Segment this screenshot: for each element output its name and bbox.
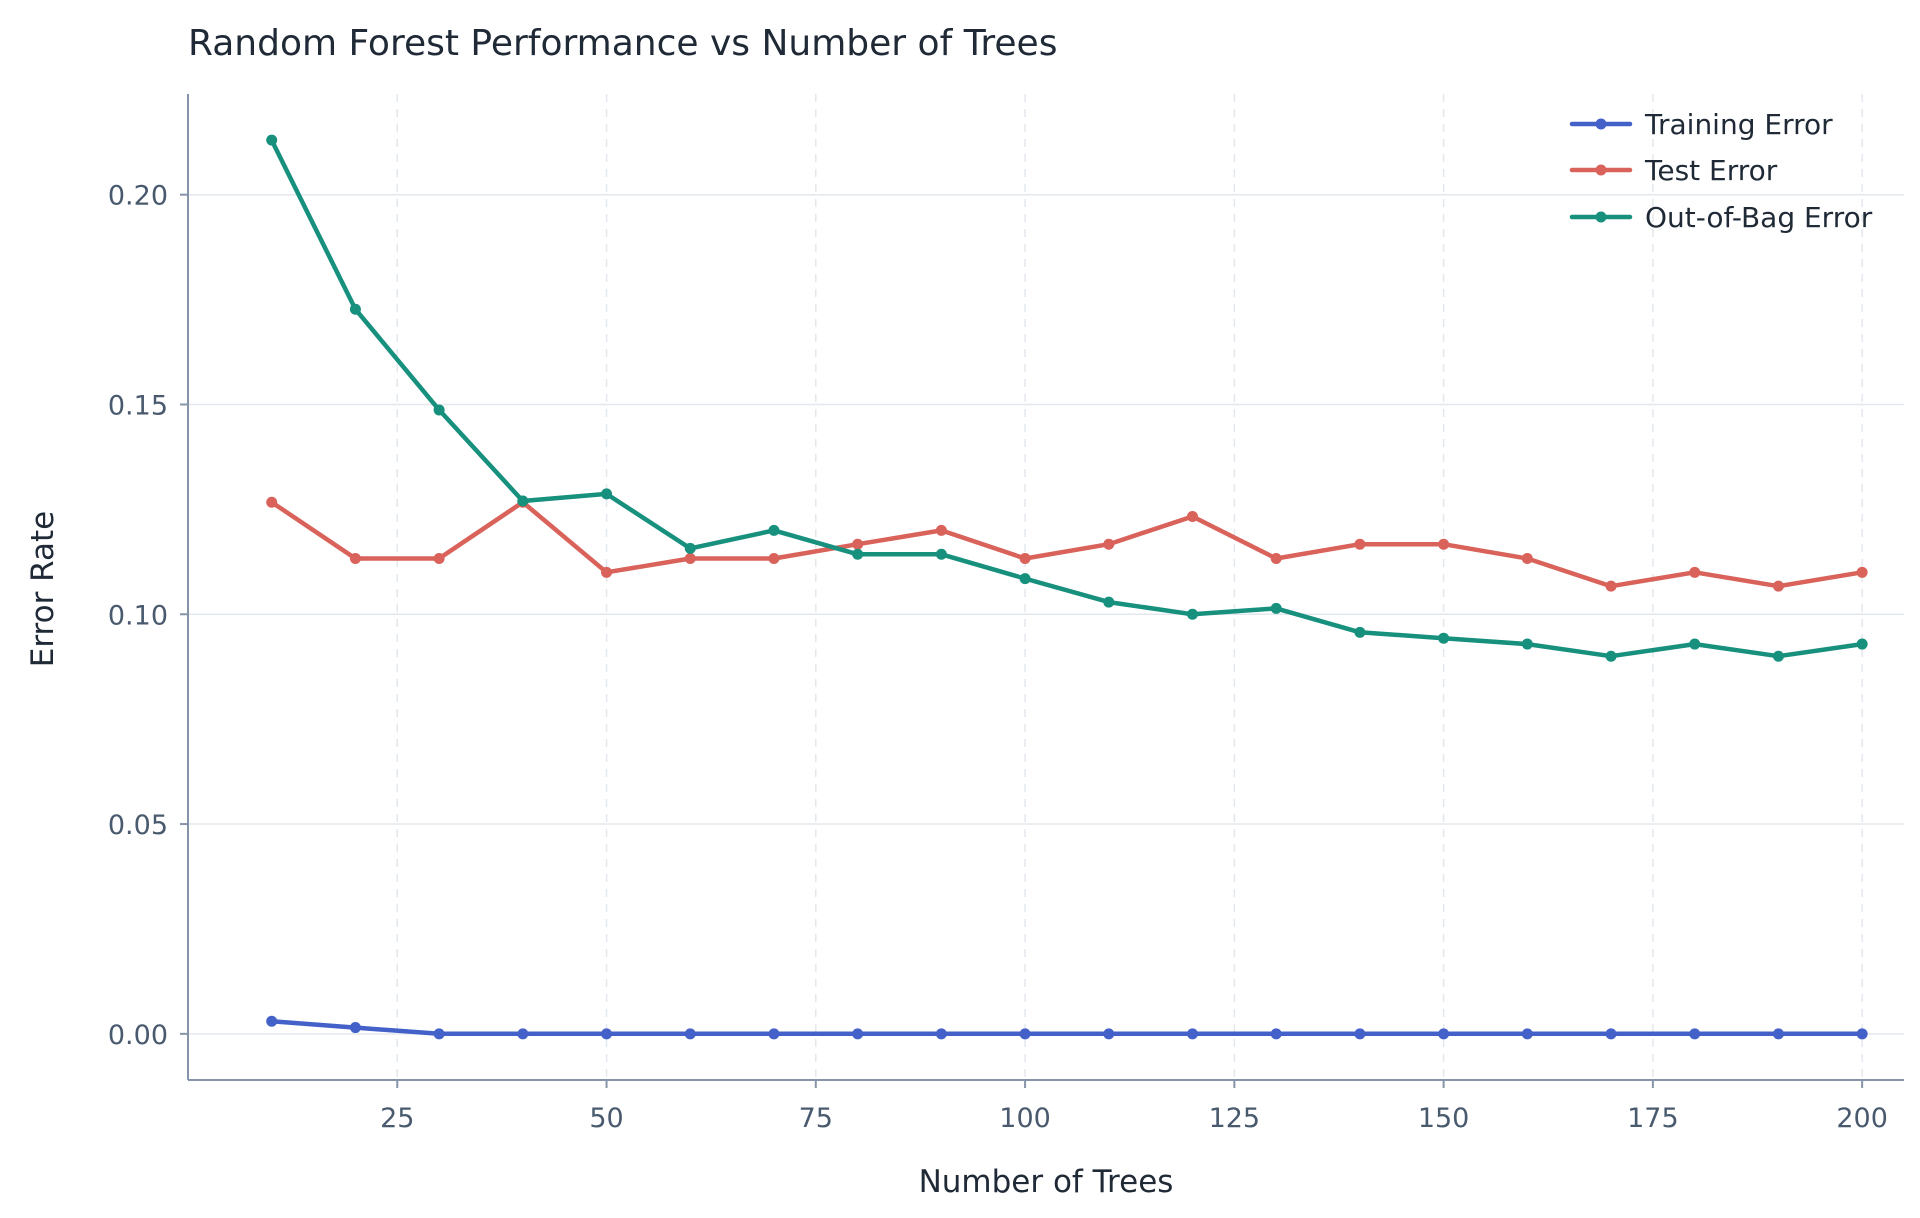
test-error-point bbox=[1103, 538, 1115, 550]
gridlines bbox=[188, 94, 1904, 1080]
training-error-point bbox=[768, 1028, 780, 1040]
data-series bbox=[266, 134, 1868, 1040]
x-tick-label: 200 bbox=[1836, 1103, 1888, 1134]
test-error-point bbox=[768, 552, 780, 564]
x-axis-label: Number of Trees bbox=[919, 1164, 1174, 1200]
x-tick-label: 50 bbox=[589, 1103, 623, 1134]
out-of-bag-error-point bbox=[768, 524, 780, 536]
axes bbox=[180, 94, 1904, 1088]
legend-label: Test Error bbox=[1644, 154, 1778, 187]
test-error-point bbox=[935, 524, 947, 536]
test-error-line bbox=[269, 499, 1865, 589]
test-error-point bbox=[1019, 552, 1031, 564]
out-of-bag-error-line bbox=[269, 137, 1865, 659]
out-of-bag-error-point bbox=[1103, 596, 1115, 608]
out-of-bag-error-point bbox=[1438, 632, 1450, 644]
test-error-point bbox=[1689, 566, 1701, 578]
training-error-point bbox=[1856, 1028, 1868, 1040]
out-of-bag-error-series bbox=[266, 134, 1868, 662]
out-of-bag-error-point bbox=[266, 134, 278, 146]
legend-swatch-marker bbox=[1595, 164, 1607, 176]
legend-swatch-marker bbox=[1595, 211, 1607, 223]
out-of-bag-error-point bbox=[1186, 608, 1198, 620]
y-axis-label: Error Rate bbox=[25, 511, 61, 668]
out-of-bag-error-point bbox=[1354, 626, 1366, 638]
legend-swatch-marker bbox=[1595, 118, 1607, 130]
out-of-bag-error-point bbox=[349, 303, 361, 315]
training-error-point bbox=[1605, 1028, 1617, 1040]
training-error-point bbox=[349, 1022, 361, 1034]
y-tick-label: 0.20 bbox=[108, 181, 168, 212]
out-of-bag-error-point bbox=[1019, 573, 1031, 585]
training-error-point bbox=[852, 1028, 864, 1040]
out-of-bag-error-point bbox=[1772, 650, 1784, 662]
legend-label: Training Error bbox=[1644, 108, 1833, 141]
training-error-point bbox=[684, 1028, 696, 1040]
test-error-point bbox=[1521, 552, 1533, 564]
training-error-point bbox=[601, 1028, 613, 1040]
training-error-point bbox=[1186, 1028, 1198, 1040]
legend-item-training-error: Training Error bbox=[1569, 108, 1833, 141]
out-of-bag-error-point bbox=[935, 548, 947, 560]
training-error-point bbox=[1354, 1028, 1366, 1040]
out-of-bag-error-point bbox=[684, 542, 696, 554]
test-error-point bbox=[266, 496, 278, 508]
training-error-point bbox=[517, 1028, 529, 1040]
out-of-bag-error-point bbox=[517, 495, 529, 507]
training-error-line bbox=[269, 1019, 1865, 1037]
training-error-series bbox=[266, 1015, 1868, 1040]
out-of-bag-error-point bbox=[1521, 638, 1533, 650]
test-error-point bbox=[349, 552, 361, 564]
training-error-point bbox=[1772, 1028, 1784, 1040]
legend-label: Out-of-Bag Error bbox=[1645, 201, 1873, 234]
out-of-bag-error-point bbox=[433, 404, 445, 416]
test-error-point bbox=[1856, 566, 1868, 578]
x-tick-label: 100 bbox=[999, 1103, 1051, 1134]
test-error-point bbox=[601, 566, 613, 578]
test-error-point bbox=[1605, 580, 1617, 592]
legend-item-out-of-bag-error: Out-of-Bag Error bbox=[1569, 201, 1873, 234]
tick-labels: 0.00 0.05 0.10 0.15 0.20 25 50 75 100 125 150 175 20… bbox=[108, 181, 1888, 1134]
test-error-point bbox=[852, 538, 864, 550]
x-tick-label: 150 bbox=[1418, 1103, 1470, 1134]
test-error-point bbox=[1772, 580, 1784, 592]
training-error-point bbox=[266, 1015, 278, 1027]
x-tick-label: 175 bbox=[1627, 1103, 1679, 1134]
training-error-point bbox=[935, 1028, 947, 1040]
out-of-bag-error-point bbox=[1270, 602, 1282, 614]
training-error-point bbox=[1438, 1028, 1450, 1040]
out-of-bag-error-point bbox=[1856, 638, 1868, 650]
test-error-point bbox=[433, 552, 445, 564]
training-error-point bbox=[433, 1028, 445, 1040]
test-error-point bbox=[1438, 538, 1450, 550]
x-tick-label: 25 bbox=[380, 1103, 414, 1134]
training-error-point bbox=[1103, 1028, 1115, 1040]
legend-item-test-error: Test Error bbox=[1569, 154, 1778, 187]
test-error-point bbox=[1186, 511, 1198, 523]
training-error-point bbox=[1521, 1028, 1533, 1040]
out-of-bag-error-point bbox=[1689, 638, 1701, 650]
y-tick-label: 0.05 bbox=[108, 810, 168, 841]
out-of-bag-error-point bbox=[852, 548, 864, 560]
y-tick-label: 0.00 bbox=[108, 1020, 168, 1051]
test-error-series bbox=[266, 496, 1868, 592]
test-error-point bbox=[684, 552, 696, 564]
out-of-bag-error-point bbox=[1605, 650, 1617, 662]
training-error-point bbox=[1689, 1028, 1701, 1040]
test-error-point bbox=[1270, 552, 1282, 564]
test-error-point bbox=[1354, 538, 1366, 550]
legend: Training Error Test Error Out-of-Bag Error bbox=[1569, 108, 1873, 234]
training-error-point bbox=[1270, 1028, 1282, 1040]
y-tick-label: 0.15 bbox=[108, 390, 168, 421]
out-of-bag-error-point bbox=[601, 488, 613, 500]
y-tick-label: 0.10 bbox=[108, 600, 168, 631]
training-error-point bbox=[1019, 1028, 1031, 1040]
x-tick-label: 125 bbox=[1209, 1103, 1261, 1134]
x-tick-label: 75 bbox=[799, 1103, 833, 1134]
chart-title: Random Forest Performance vs Number of T… bbox=[188, 23, 1057, 64]
